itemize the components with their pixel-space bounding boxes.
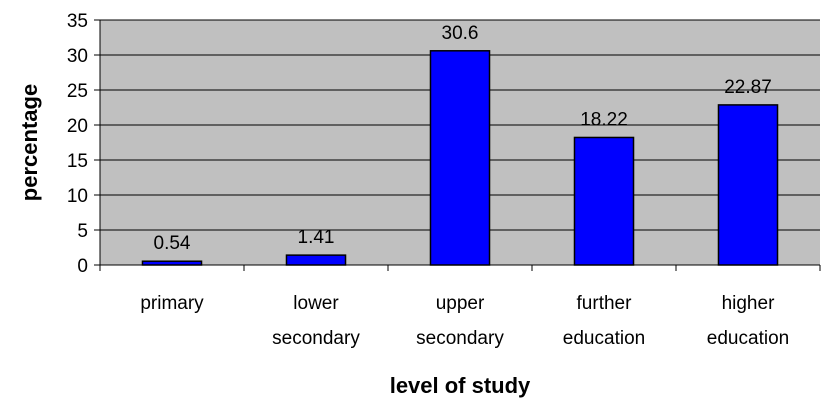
bars [141, 50, 779, 266]
data-label: 0.54 [154, 233, 191, 254]
y-tick-label: 0 [77, 256, 88, 277]
y-tick-label: 5 [77, 221, 88, 242]
bar [285, 254, 347, 266]
y-tick-label: 30 [67, 46, 88, 67]
y-tick-label: 25 [67, 81, 88, 102]
y-axis-title: percentage [17, 84, 42, 201]
x-category-label: primary [140, 293, 204, 314]
x-category-label: further education [563, 293, 645, 349]
data-labels: 0.54 1.41 30.6 18.22 22.87 [154, 23, 772, 254]
x-category-labels: primary lower secondary upper secondary furth… [140, 293, 789, 349]
y-tick-label: 35 [67, 11, 88, 32]
bar [429, 50, 491, 266]
data-label: 18.22 [580, 109, 628, 130]
bar [573, 136, 635, 266]
data-label: 30.6 [442, 23, 479, 44]
x-category-label: higher education [707, 293, 789, 349]
x-axis-title: level of study [390, 373, 531, 398]
x-category-label: lower secondary [272, 293, 360, 349]
y-tick-label: 20 [67, 116, 88, 137]
y-tick-label: 15 [67, 151, 88, 172]
bar [717, 104, 779, 266]
y-tick-label: 10 [67, 186, 88, 207]
axes [94, 19, 821, 271]
data-label: 1.41 [298, 227, 335, 248]
x-category-label: upper secondary [416, 293, 504, 349]
bar [141, 260, 203, 266]
data-label: 22.87 [724, 77, 772, 98]
y-tick-labels: 0 5 10 15 20 25 30 35 [67, 11, 88, 277]
